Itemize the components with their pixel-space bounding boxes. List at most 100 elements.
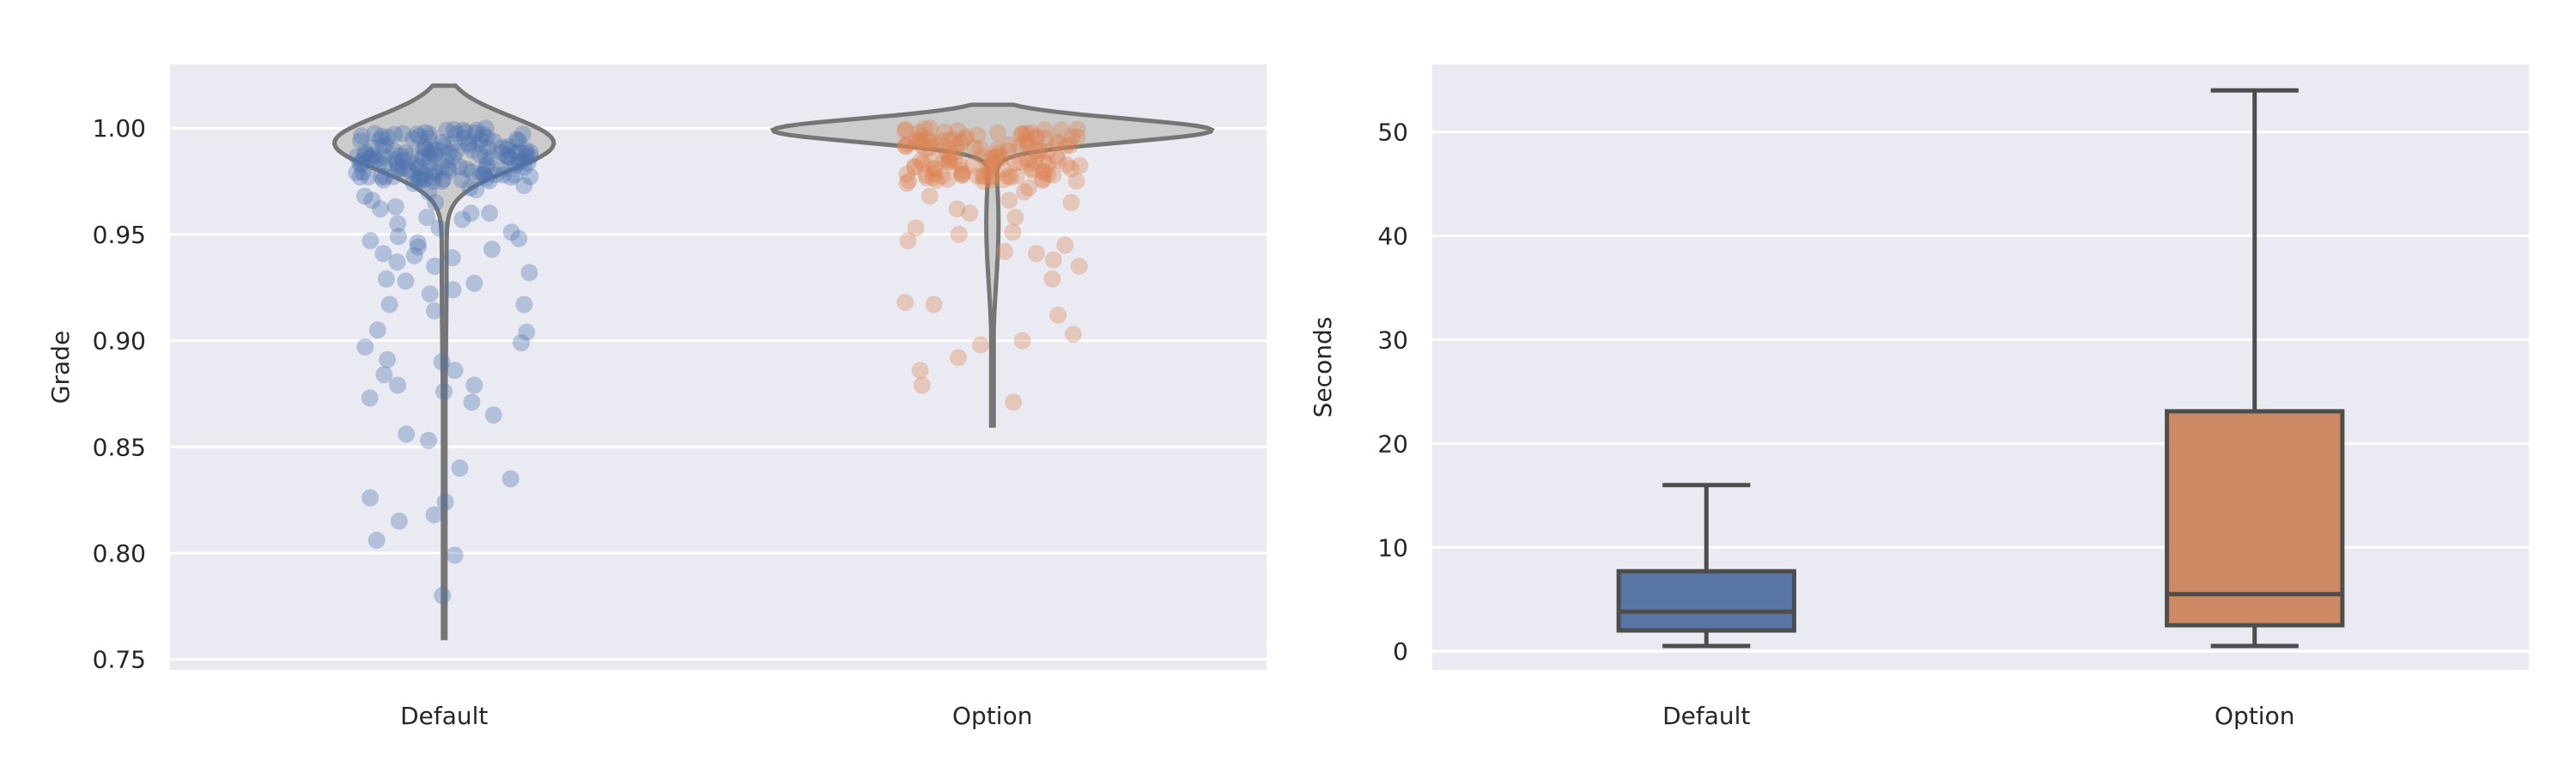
- strip-point-default: [404, 174, 422, 192]
- strip-point-default: [480, 172, 498, 190]
- strip-point-default: [470, 135, 488, 153]
- strip-point-default: [467, 180, 485, 198]
- strip-point-default: [425, 146, 443, 163]
- violin-y-tick-label: 0.95: [93, 221, 146, 249]
- strip-point-default: [368, 321, 386, 339]
- strip-point-option: [1000, 192, 1018, 210]
- strip-point-default: [471, 165, 489, 183]
- strip-point-default: [515, 158, 533, 176]
- strip-point-default: [501, 148, 519, 166]
- strip-point-option: [896, 137, 914, 155]
- box-body-default: [1616, 569, 1796, 633]
- strip-point-default: [386, 125, 404, 143]
- strip-point-option: [1057, 137, 1075, 155]
- violin-panel: 0.75 0.80 0.85 0.90 0.95 1.00 Default Option Gra…: [46, 64, 1267, 730]
- strip-point-default: [429, 141, 447, 159]
- strip-point-default: [416, 170, 434, 188]
- strip-point-option: [1025, 154, 1043, 171]
- strip-point-default: [362, 149, 380, 167]
- strip-point-option: [921, 119, 939, 137]
- strip-point-option: [945, 131, 963, 149]
- strip-point-default: [353, 151, 371, 169]
- strip-point-default: [422, 144, 440, 162]
- strip-point-option: [1049, 306, 1067, 324]
- strip-point-option: [990, 147, 1007, 165]
- strip-point-default: [493, 138, 511, 156]
- strip-point-option: [939, 148, 957, 166]
- strip-point-option: [971, 140, 989, 157]
- strip-point-option: [995, 161, 1013, 178]
- strip-point-option: [908, 132, 926, 150]
- strip-point-option: [939, 152, 957, 169]
- strip-point-option: [917, 166, 935, 184]
- strip-point-default: [518, 323, 536, 341]
- strip-point-default: [352, 132, 369, 150]
- strip-point-default: [510, 132, 527, 150]
- strip-point-option: [953, 166, 971, 183]
- strip-point-option: [1061, 137, 1079, 154]
- strip-point-default: [445, 134, 463, 152]
- violin-y-tick-label: 0.90: [93, 327, 146, 356]
- strip-point-default: [477, 155, 495, 173]
- strip-point-default: [463, 393, 481, 411]
- strip-point-default: [420, 183, 438, 201]
- strip-point-default: [453, 171, 471, 189]
- strip-point-default: [487, 166, 505, 184]
- strip-point-option: [925, 160, 943, 178]
- strip-point-default: [515, 295, 533, 313]
- strip-point-option: [983, 167, 1000, 185]
- strip-point-option: [920, 187, 939, 205]
- strip-point-option: [953, 167, 971, 185]
- strip-point-option: [1017, 125, 1035, 142]
- strip-point-option: [945, 151, 963, 169]
- strip-point-default: [373, 127, 391, 145]
- strip-point-option: [913, 137, 931, 155]
- strip-point-default: [373, 167, 390, 186]
- strip-point-option: [981, 159, 999, 177]
- box-body-option: [2165, 409, 2345, 628]
- strip-point-default: [462, 204, 480, 222]
- strip-point-option: [899, 232, 917, 250]
- strip-point-default: [409, 238, 427, 256]
- strip-point-option: [916, 119, 933, 137]
- strip-point-default: [461, 179, 479, 197]
- strip-point-option: [933, 167, 951, 186]
- strip-point-default: [493, 160, 511, 178]
- strip-point-default: [397, 143, 415, 161]
- strip-point-default: [464, 141, 482, 159]
- strip-point-option: [910, 124, 928, 142]
- strip-point-option: [897, 137, 915, 155]
- strip-point-option: [927, 160, 945, 178]
- box-y-tick-label: 30: [1377, 326, 1408, 354]
- strip-point-default: [404, 130, 422, 148]
- strip-point-option: [1062, 160, 1080, 178]
- strip-point-option: [1068, 128, 1086, 146]
- strip-point-default: [425, 506, 443, 524]
- strip-point-default: [483, 240, 501, 259]
- strip-point-default: [517, 141, 535, 159]
- strip-point-option: [956, 130, 974, 148]
- strip-point-option: [896, 120, 914, 138]
- strip-point-option: [1048, 134, 1066, 152]
- strip-point-default: [352, 155, 370, 173]
- strip-point-default: [415, 140, 433, 158]
- strip-point-default: [371, 153, 388, 171]
- strip-point-default: [510, 229, 528, 247]
- strip-point-default: [500, 137, 518, 155]
- strip-point-option: [1018, 135, 1036, 153]
- strip-point-default: [513, 152, 532, 170]
- strip-point-default: [353, 127, 370, 145]
- strip-point-default: [513, 125, 532, 143]
- strip-point-default: [386, 151, 404, 168]
- strip-point-default: [507, 156, 525, 174]
- strip-point-default: [454, 121, 472, 139]
- strip-point-default: [439, 160, 457, 177]
- strip-point-default: [471, 131, 489, 149]
- strip-point-default: [410, 158, 428, 175]
- strip-point-option: [924, 133, 942, 151]
- strip-point-option: [896, 294, 914, 312]
- strip-point-option: [922, 152, 939, 170]
- strip-point-option: [985, 155, 1003, 173]
- strip-point-default: [510, 143, 528, 161]
- strip-point-default: [410, 158, 428, 176]
